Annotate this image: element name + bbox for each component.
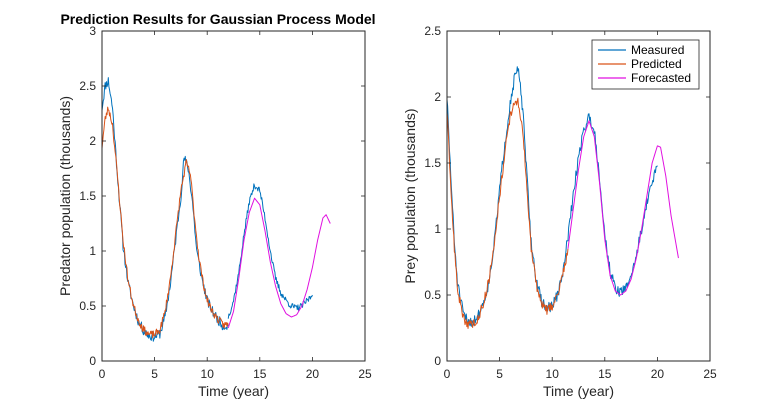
predator-series-measured-0 <box>101 77 229 342</box>
predator-x-tick-label: 5 <box>151 367 158 381</box>
legend-label-predicted: Predicted <box>631 57 682 71</box>
predator-series-measured-2 <box>227 183 313 319</box>
prey-series-measured-0 <box>446 66 658 327</box>
prey-y-tick-label: 1.5 <box>424 156 441 170</box>
predator-x-axis-label: Time (year) <box>198 383 269 399</box>
predator-y-tick-label: 2.5 <box>79 79 96 93</box>
predator-series-predicted-1 <box>101 106 229 339</box>
predator-x-tick-label: 25 <box>358 367 372 381</box>
prey-series-predicted-1 <box>446 97 569 329</box>
prey-x-tick-label: 0 <box>444 367 451 381</box>
figure-title: Prediction Results for Gaussian Process … <box>60 11 375 27</box>
predator-y-tick-label: 1 <box>89 244 96 258</box>
prey-y-axis-label: Prey population (thousands) <box>402 108 418 283</box>
prey-panel: 0 5 10 15 20 25 0 0.5 1 1.5 2 2.5 Time (year) Prey … <box>402 24 717 399</box>
predator-panel: 0 5 10 15 20 25 0 0.5 1 1.5 2 2.5 3 Time (year) Pred… <box>57 24 372 399</box>
predator-x-tick-label: 0 <box>99 367 106 381</box>
prey-series-forecasted-2 <box>567 120 679 296</box>
prey-y-tick-label: 0 <box>434 354 441 368</box>
legend-label-measured: Measured <box>631 43 684 57</box>
prey-ticks: 0 5 10 15 20 25 0 0.5 1 1.5 2 2.5 <box>424 24 717 381</box>
prey-lines <box>446 66 679 329</box>
predator-x-tick-label: 10 <box>201 367 215 381</box>
prey-x-tick-label: 10 <box>546 367 560 381</box>
prey-y-tick-label: 2 <box>434 90 441 104</box>
predator-y-tick-label: 1.5 <box>79 189 96 203</box>
prey-x-tick-label: 5 <box>496 367 503 381</box>
prey-y-tick-label: 2.5 <box>424 24 441 38</box>
predator-y-tick-label: 3 <box>89 24 96 38</box>
predator-x-tick-label: 20 <box>306 367 320 381</box>
prey-x-tick-label: 20 <box>651 367 665 381</box>
predator-y-tick-label: 0 <box>89 354 96 368</box>
predator-series-forecasted-3 <box>227 197 331 329</box>
predator-lines <box>101 77 331 342</box>
prey-x-axis-label: Time (year) <box>543 383 614 399</box>
predator-y-tick-label: 0.5 <box>79 299 96 313</box>
predator-x-tick-label: 15 <box>253 367 267 381</box>
prey-y-tick-label: 1 <box>434 222 441 236</box>
predator-ticks: 0 5 10 15 20 25 0 0.5 1 1.5 2 2.5 3 <box>79 24 372 381</box>
prey-y-tick-label: 0.5 <box>424 288 441 302</box>
legend-label-forecasted: Forecasted <box>631 71 691 85</box>
prey-x-tick-label: 25 <box>703 367 717 381</box>
predator-y-axis-label: Predator population (thousands) <box>57 96 73 296</box>
legend: Measured Predicted Forecasted <box>591 39 700 90</box>
predator-y-tick-label: 2 <box>89 134 96 148</box>
prey-axes-box <box>446 30 711 362</box>
prey-x-tick-label: 15 <box>598 367 612 381</box>
